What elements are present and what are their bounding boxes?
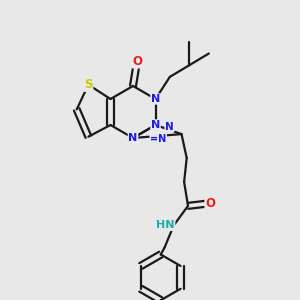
Text: N: N bbox=[128, 133, 138, 143]
Text: HN: HN bbox=[156, 220, 175, 230]
Text: N: N bbox=[165, 122, 174, 131]
Text: N: N bbox=[151, 94, 160, 104]
Text: S: S bbox=[84, 78, 93, 91]
Text: N: N bbox=[151, 120, 160, 130]
Text: O: O bbox=[132, 55, 142, 68]
Text: O: O bbox=[205, 197, 215, 210]
Text: =N: =N bbox=[150, 134, 166, 144]
